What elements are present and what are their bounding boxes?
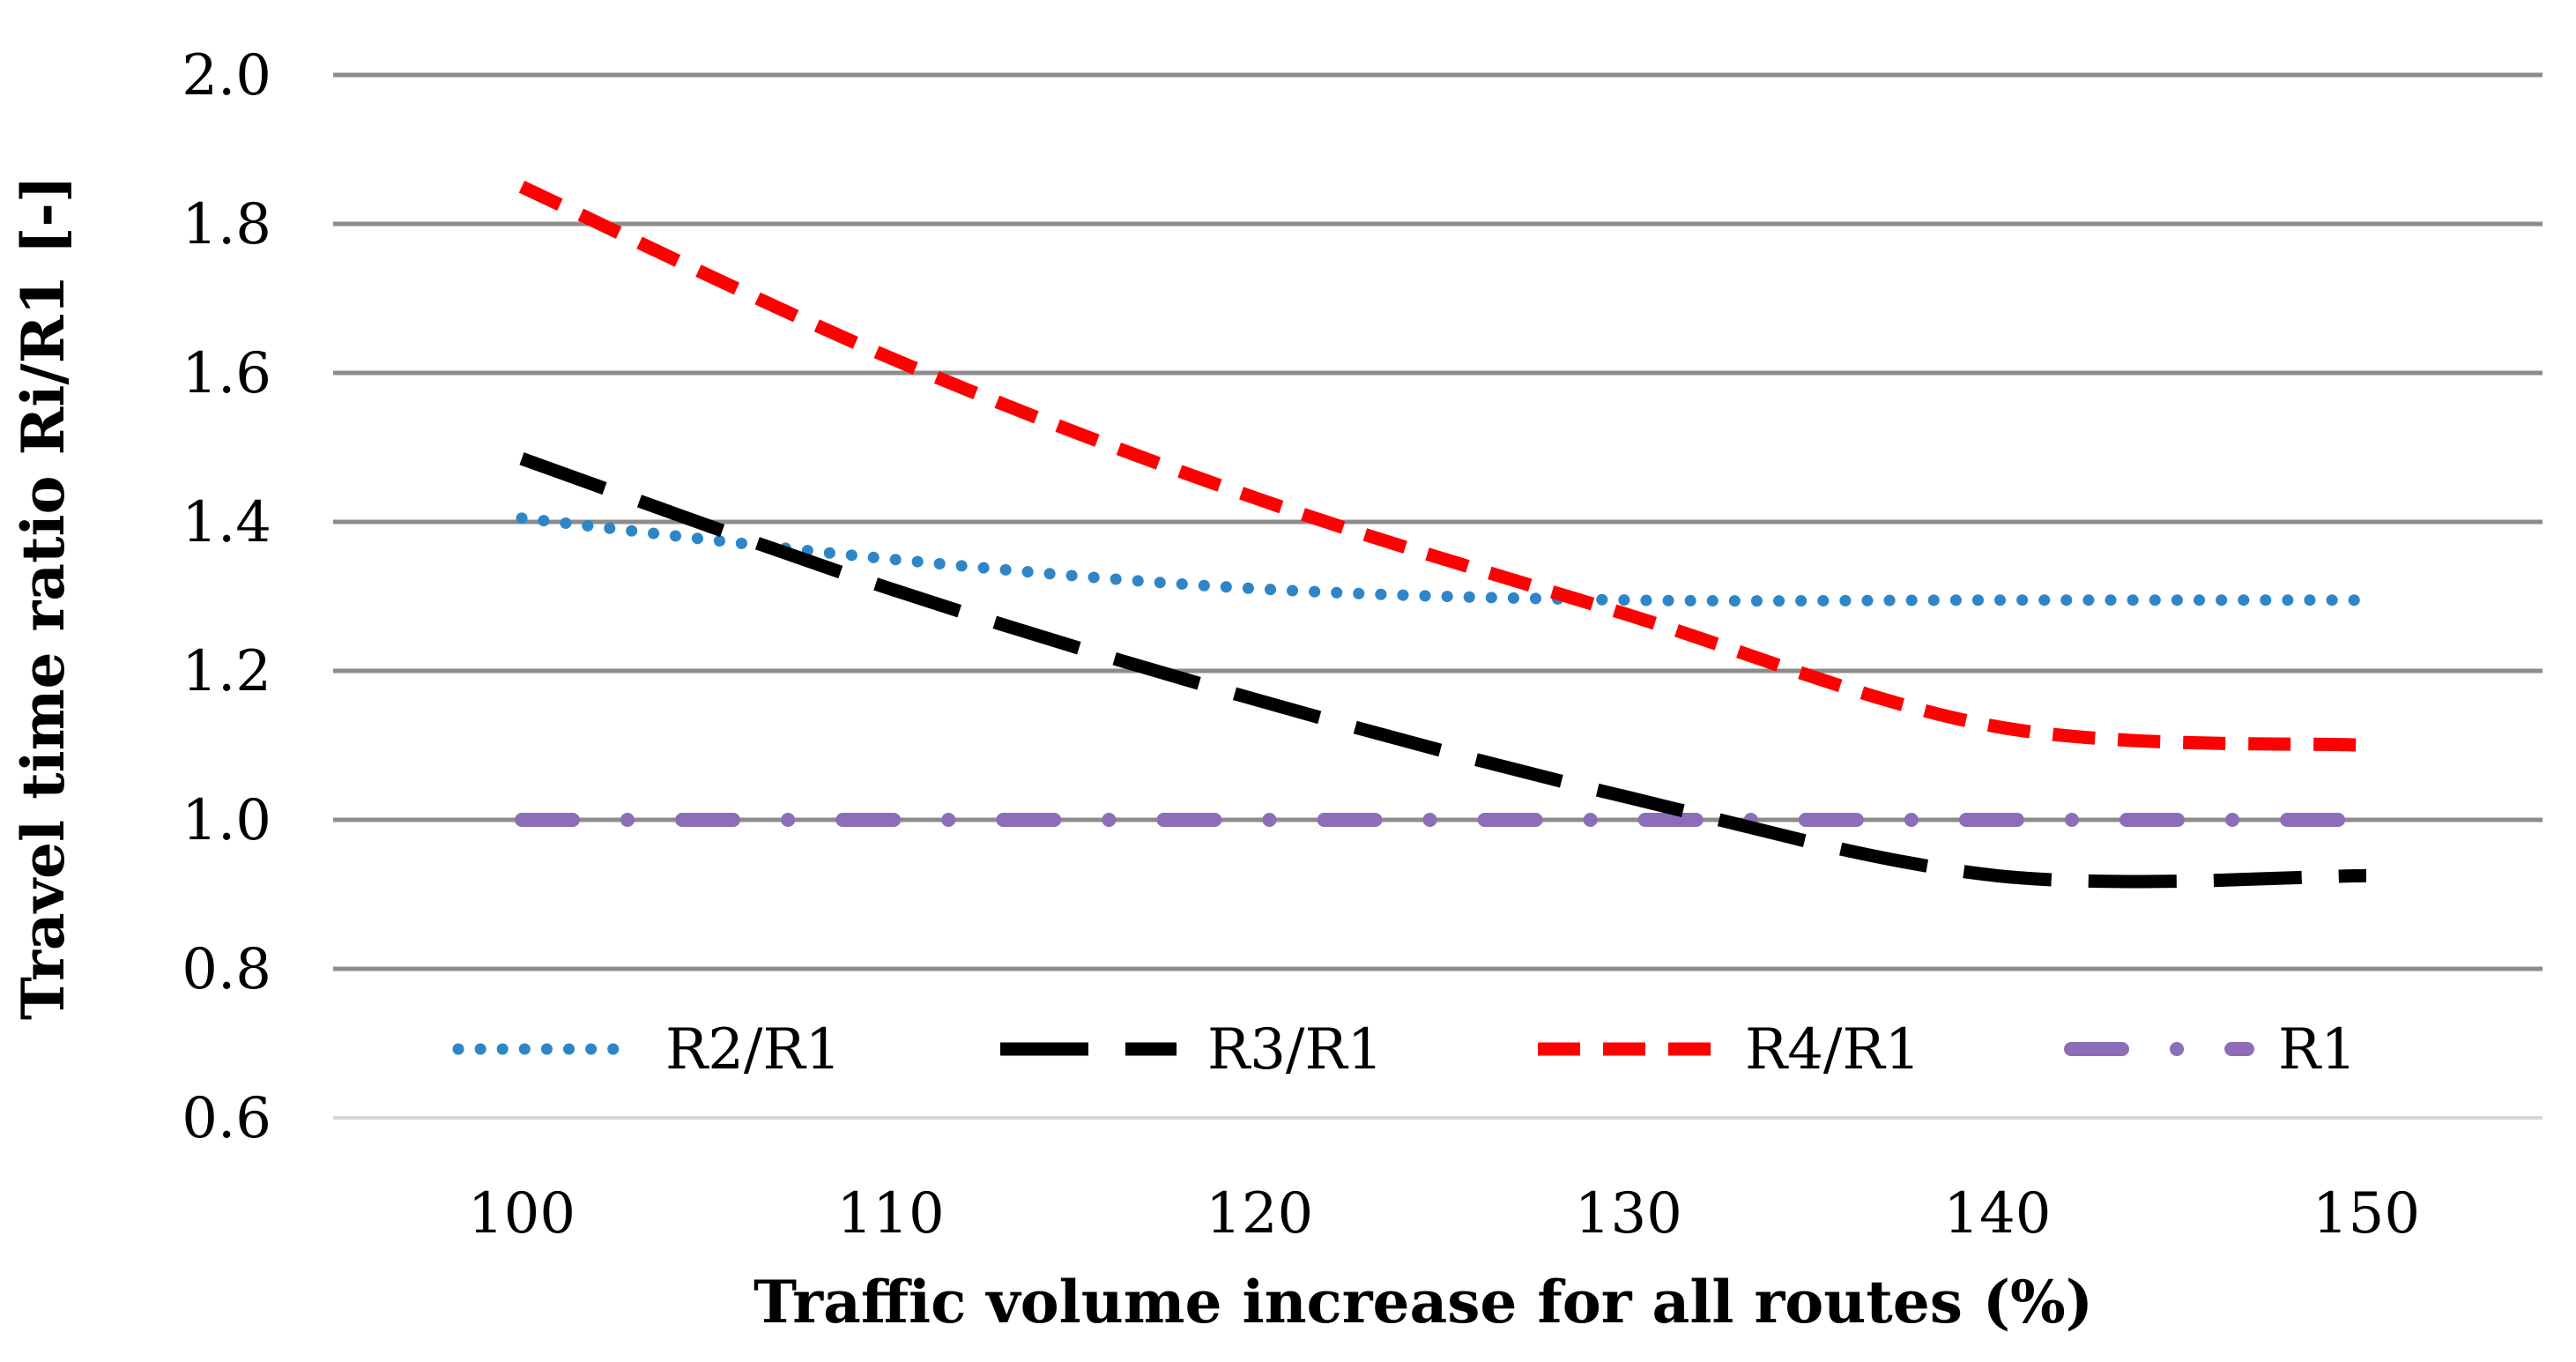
x-tick-label: 150 <box>2312 1181 2420 1247</box>
legend-label-r4-r1: R4/R1 <box>1745 1017 1920 1083</box>
x-tick-label: 120 <box>1206 1181 1313 1247</box>
y-axis-tick-labels: 0.6 0.8 1.0 1.2 1.4 1.6 1.8 2.0 <box>182 43 271 1151</box>
x-tick-label: 100 <box>468 1181 575 1247</box>
y-tick-label: 2.0 <box>182 43 271 108</box>
y-tick-label: 1.8 <box>182 192 271 257</box>
x-axis-tick-labels: 100 110 120 130 140 150 <box>468 1181 2420 1247</box>
legend: R2/R1 R3/R1 R4/R1 R1 <box>452 1017 2357 1083</box>
y-tick-label: 0.6 <box>182 1086 271 1151</box>
x-tick-label: 110 <box>837 1181 945 1247</box>
legend-label-r1: R1 <box>2278 1017 2357 1083</box>
series-lines <box>515 180 2373 889</box>
x-tick-label: 130 <box>1575 1181 1682 1247</box>
series-line-r4-r1 <box>518 180 2367 752</box>
y-tick-label: 1.4 <box>182 490 271 555</box>
y-axis-title: Travel time ratio Ri/R1 [-] <box>9 175 78 1020</box>
legend-label-r3-r1: R3/R1 <box>1207 1017 1383 1083</box>
series-line-r2-r1 <box>516 512 2372 607</box>
series-line-r3-r1 <box>519 452 2367 889</box>
y-tick-label: 1.6 <box>182 341 271 406</box>
x-tick-label: 140 <box>1943 1181 2051 1247</box>
x-axis-title: Traffic volume increase for all routes (… <box>753 1268 2093 1336</box>
y-tick-label: 1.2 <box>182 639 271 704</box>
y-tick-label: 1.0 <box>182 788 271 853</box>
y-tick-label: 0.8 <box>182 937 271 1002</box>
legend-label-r2-r1: R2/R1 <box>665 1017 841 1083</box>
